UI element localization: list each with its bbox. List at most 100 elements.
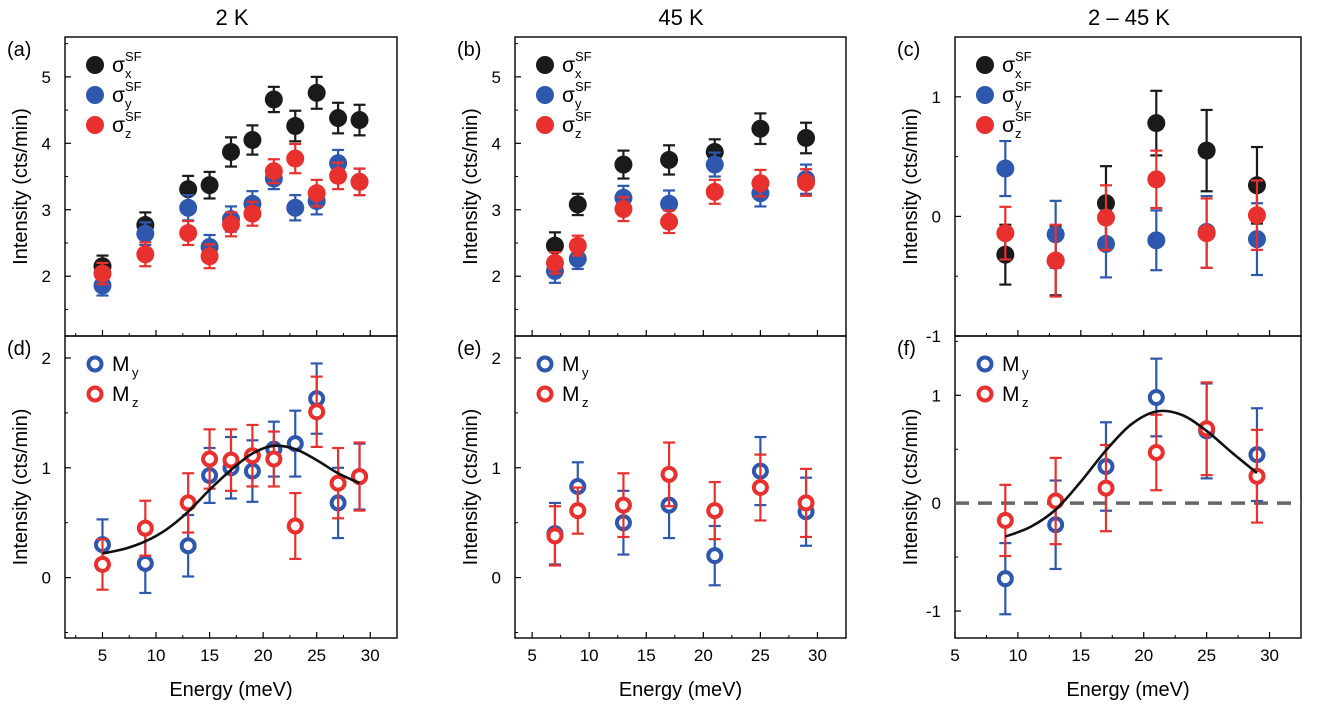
data-point bbox=[222, 142, 240, 161]
data-point bbox=[1247, 206, 1266, 225]
y-tick-label: 0 bbox=[932, 207, 941, 226]
x-tick-label: 10 bbox=[1008, 646, 1027, 665]
x-tick-label: 10 bbox=[580, 646, 599, 665]
legend-marker bbox=[86, 116, 104, 134]
data-point bbox=[179, 180, 198, 199]
x-tick-label: 10 bbox=[147, 646, 166, 665]
data-point bbox=[179, 537, 197, 555]
data-point bbox=[307, 83, 326, 102]
legend-subscript: z bbox=[125, 126, 132, 141]
y-axis-label: Intensity (cts/min) bbox=[460, 108, 482, 265]
y-axis-label: Intensity (cts/min) bbox=[900, 108, 922, 265]
data-point bbox=[797, 173, 816, 192]
x-tick-label: 5 bbox=[527, 646, 536, 665]
plot-frame bbox=[514, 335, 847, 639]
legend-subscript: x bbox=[1015, 66, 1022, 81]
x-tick-label: 20 bbox=[694, 646, 713, 665]
data-point bbox=[751, 479, 769, 497]
x-tick-label: 25 bbox=[751, 646, 770, 665]
data-point bbox=[329, 474, 347, 492]
legend-subscript: z bbox=[132, 395, 139, 410]
y-tick-label: 1 bbox=[42, 459, 51, 478]
legend-marker bbox=[976, 56, 994, 74]
y-tick-label: 1 bbox=[932, 88, 941, 107]
data-point bbox=[93, 555, 111, 573]
series-sigma-x: σ xSF bbox=[536, 49, 816, 261]
column-title-difference: 2 – 45 K bbox=[1088, 5, 1170, 30]
y-tick-label: 4 bbox=[42, 134, 51, 153]
series-sigma-z: σ z SF bbox=[536, 109, 816, 275]
data-point bbox=[264, 90, 283, 109]
legend-superscript: SF bbox=[575, 109, 592, 124]
data-point bbox=[350, 111, 369, 130]
data-point bbox=[136, 554, 154, 572]
legend-marker bbox=[536, 56, 554, 74]
legend-subscript: y bbox=[132, 365, 139, 380]
y-tick-label: 1 bbox=[492, 459, 501, 478]
panel-label: (c) bbox=[897, 39, 920, 61]
data-point bbox=[797, 494, 815, 512]
data-point bbox=[350, 172, 369, 191]
legend-label: σ bbox=[562, 54, 575, 77]
x-tick-label: 20 bbox=[1134, 646, 1153, 665]
x-tick-label: 30 bbox=[1260, 646, 1279, 665]
data-point bbox=[797, 128, 816, 147]
series-sigma-z: σ z SF bbox=[86, 109, 369, 286]
x-axis-label: Energy (meV) bbox=[169, 679, 292, 701]
x-tick-label: 25 bbox=[307, 646, 326, 665]
data-point bbox=[660, 465, 678, 483]
data-point bbox=[1147, 388, 1165, 406]
legend-superscript: SF bbox=[125, 109, 142, 124]
data-point bbox=[705, 155, 724, 174]
series-sigma-z: σ z SF bbox=[976, 109, 1266, 298]
data-point bbox=[179, 494, 197, 512]
panel-label: (d) bbox=[7, 338, 31, 360]
y-tick-label: 3 bbox=[42, 201, 51, 220]
legend-label: σ bbox=[112, 114, 125, 137]
legend-subscript: y bbox=[1015, 96, 1022, 111]
legend-label: M bbox=[1002, 383, 1020, 406]
legend-superscript: SF bbox=[575, 49, 592, 64]
x-tick-label: 20 bbox=[254, 646, 273, 665]
plot-frame bbox=[64, 335, 398, 639]
legend-label: σ bbox=[112, 84, 125, 107]
x-tick-label: 5 bbox=[950, 646, 959, 665]
data-point bbox=[243, 204, 262, 223]
data-point bbox=[706, 547, 724, 565]
data-point bbox=[1147, 443, 1165, 461]
x-tick-label: 15 bbox=[637, 646, 656, 665]
x-axis-label: Energy (meV) bbox=[1066, 679, 1189, 701]
legend-marker bbox=[976, 385, 994, 403]
legend-label: σ bbox=[1002, 84, 1015, 107]
x-tick-label: 15 bbox=[200, 646, 219, 665]
legend-marker bbox=[86, 385, 104, 403]
legend-marker bbox=[86, 355, 104, 373]
fit-curve bbox=[102, 444, 361, 555]
data-point bbox=[222, 451, 240, 469]
column-title-45k: 45 K bbox=[658, 5, 704, 30]
legend-label: M bbox=[112, 353, 130, 376]
x-tick-label: 15 bbox=[1071, 646, 1090, 665]
data-point bbox=[1097, 479, 1115, 497]
legend-label: σ bbox=[1002, 114, 1015, 137]
x-tick-label: 30 bbox=[808, 646, 827, 665]
fit-curve bbox=[1004, 409, 1258, 538]
legend-label: M bbox=[562, 383, 580, 406]
data-point bbox=[545, 253, 564, 272]
data-point bbox=[200, 176, 219, 195]
data-point bbox=[265, 450, 283, 468]
legend-label: σ bbox=[562, 114, 575, 137]
legend-subscript: y bbox=[575, 96, 582, 111]
data-point bbox=[1197, 224, 1216, 243]
y-tick-label: -1 bbox=[926, 327, 941, 346]
y-axis-label: Intensity (cts/min) bbox=[10, 108, 32, 265]
legend-subscript: z bbox=[582, 395, 589, 410]
legend-marker bbox=[976, 116, 994, 134]
panel-e: 5 10 15 20 25 30 0 1 2 (e) Intensity (cts/min) Ener… bbox=[457, 335, 847, 701]
data-point bbox=[136, 245, 155, 264]
